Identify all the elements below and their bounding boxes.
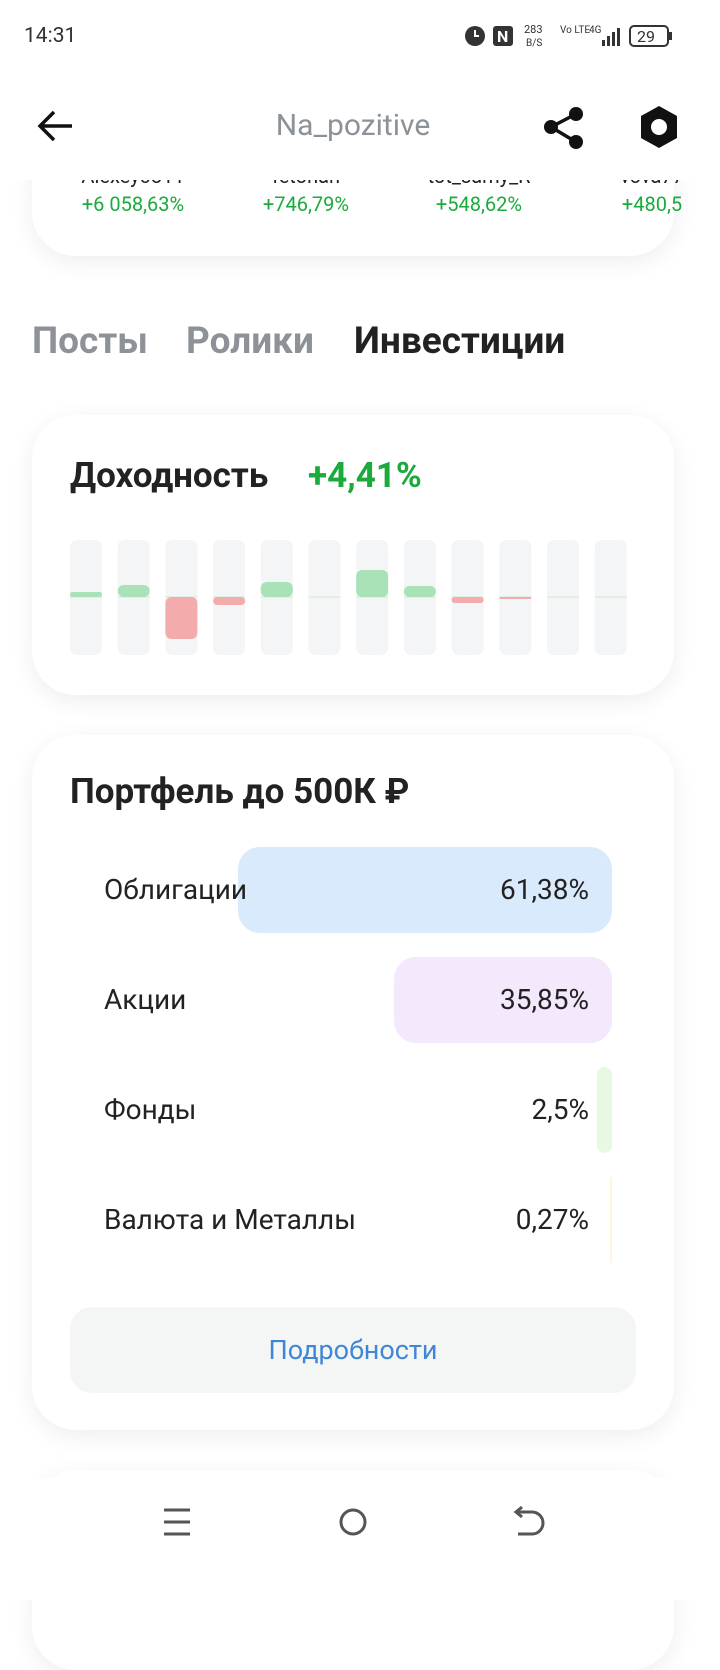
bar [356,570,389,597]
portfolio-card: Портфель до 500К ₽ Облигации 61,38% Акции 3… [32,735,674,1430]
svg-text:N: N [497,27,508,46]
clock: 14:31 [24,24,77,48]
bar [403,586,436,597]
allocation-bar [596,1067,612,1153]
allocation-bar [393,957,612,1043]
bar [213,597,246,605]
allocation-bar [610,1177,612,1263]
allocation-label: Акции [104,983,187,1016]
allocation-label: Валюта и Металлы [104,1203,356,1236]
returns-chart [70,540,627,655]
leader-gain: +746,79% [262,192,350,216]
home-button[interactable] [339,1508,367,1536]
tab[interactable]: Посты [32,320,148,363]
returns-total: +4,41% [308,455,422,496]
header: Na_pozitive [0,72,720,180]
allocation-value: 2,5% [531,1093,590,1126]
speed-unit: B/S [526,38,542,49]
allocation-value: 61,38% [500,873,589,906]
allocation-label: Фонды [104,1093,197,1126]
leader-gain: +6 058,63% [81,192,185,216]
bar [117,585,150,597]
allocation-bar [238,847,612,933]
status-bar: 14:31 N 283 B/S Vo LTE 4G 29 [0,0,720,72]
bar [451,597,484,603]
nav-bar [0,1478,720,1600]
header-title: Na_pozitive [275,108,431,143]
screen: 14:31 N 283 B/S Vo LTE 4G 29 Alexey0811+… [0,0,720,1600]
tab[interactable]: Ролики [186,320,314,363]
status-icons: N 283 B/S Vo LTE 4G 29 [465,23,672,49]
allocation-value: 35,85% [500,983,589,1016]
bar [260,582,293,597]
bar [70,592,102,597]
allocation-value: 0,27% [515,1203,589,1236]
back-button[interactable] [36,108,76,144]
nav-icons [164,1505,545,1536]
speed: 283 [524,23,543,36]
leader-gain: +548,62% [435,192,523,216]
returns-card: Доходность +4,41% [32,415,674,695]
settings-button[interactable] [638,104,680,150]
network: 4G [589,25,602,36]
share-button[interactable] [542,106,586,150]
allocation-label: Облигации [104,873,248,906]
leader-gain: +480,5 [621,192,683,216]
tab[interactable]: Инвестиции [354,320,566,363]
volte: Vo LTE [560,25,590,36]
battery: 29 [637,27,655,46]
returns-title: Доходность [70,455,269,496]
bar [165,597,198,639]
portfolio-title: Портфель до 500К ₽ [70,771,410,812]
bar [499,597,532,599]
details-button[interactable]: Подробности [70,1307,636,1393]
